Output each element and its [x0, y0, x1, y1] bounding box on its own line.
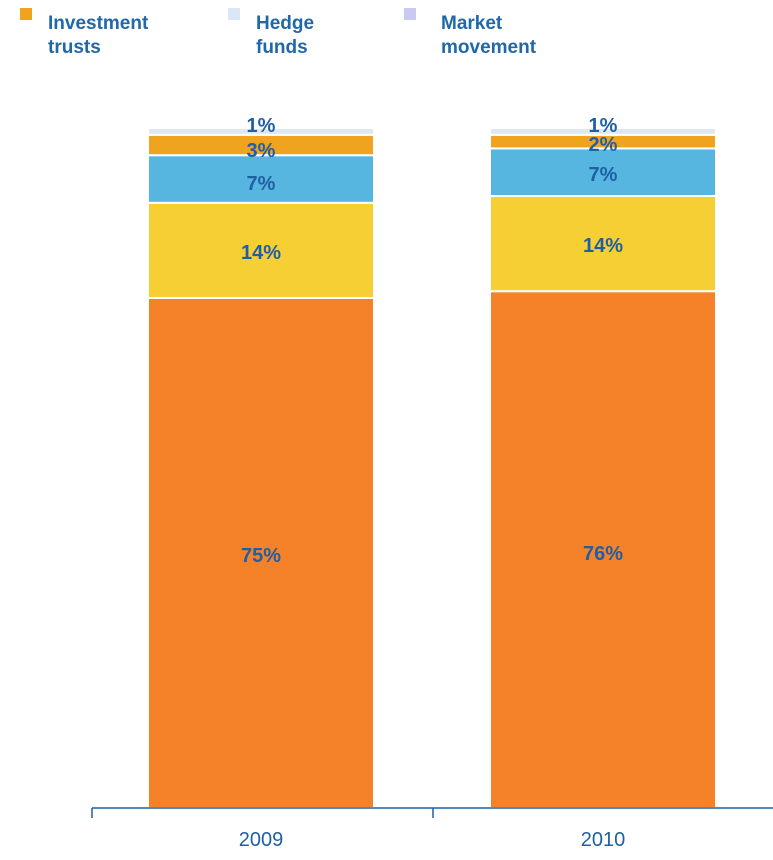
bar-segment-2009-s1 — [147, 201, 375, 299]
data-label-2009-s2: 7% — [247, 173, 276, 195]
data-label-2009-s0: 75% — [241, 545, 281, 567]
legend-label-hedge-funds: Hedge funds — [256, 13, 315, 58]
data-label-2009-s3: 3% — [247, 140, 276, 162]
data-label-2010-s0: 76% — [583, 543, 623, 565]
data-label-2009-s4: 1% — [247, 115, 276, 137]
legend-swatch-market-movement — [404, 8, 416, 20]
legend-swatch-hedge-funds — [228, 8, 240, 20]
data-label-2009-s1: 14% — [241, 242, 281, 264]
data-label-2010-s2: 7% — [589, 164, 618, 186]
bar-segment-2009-s0 — [147, 297, 375, 809]
bar-segment-2009-s4 — [147, 127, 375, 136]
bar-segment-2010-s0 — [489, 290, 717, 809]
data-label-2010-s4: 1% — [589, 115, 618, 137]
data-label-2010-s1: 14% — [583, 235, 623, 257]
data-label-2010-s3: 2% — [589, 134, 618, 156]
legend-label-investment-trusts: Investment trusts — [48, 13, 149, 58]
bar-segment-2009-s2 — [147, 154, 375, 204]
legend-label-market-movement: Market movement — [441, 13, 537, 58]
bar-segment-2010-s4 — [489, 127, 717, 136]
legend-swatch-investment-trusts — [20, 8, 32, 20]
x-tick-label-2009: 2009 — [239, 829, 284, 851]
x-tick-label-2010: 2010 — [581, 829, 626, 851]
